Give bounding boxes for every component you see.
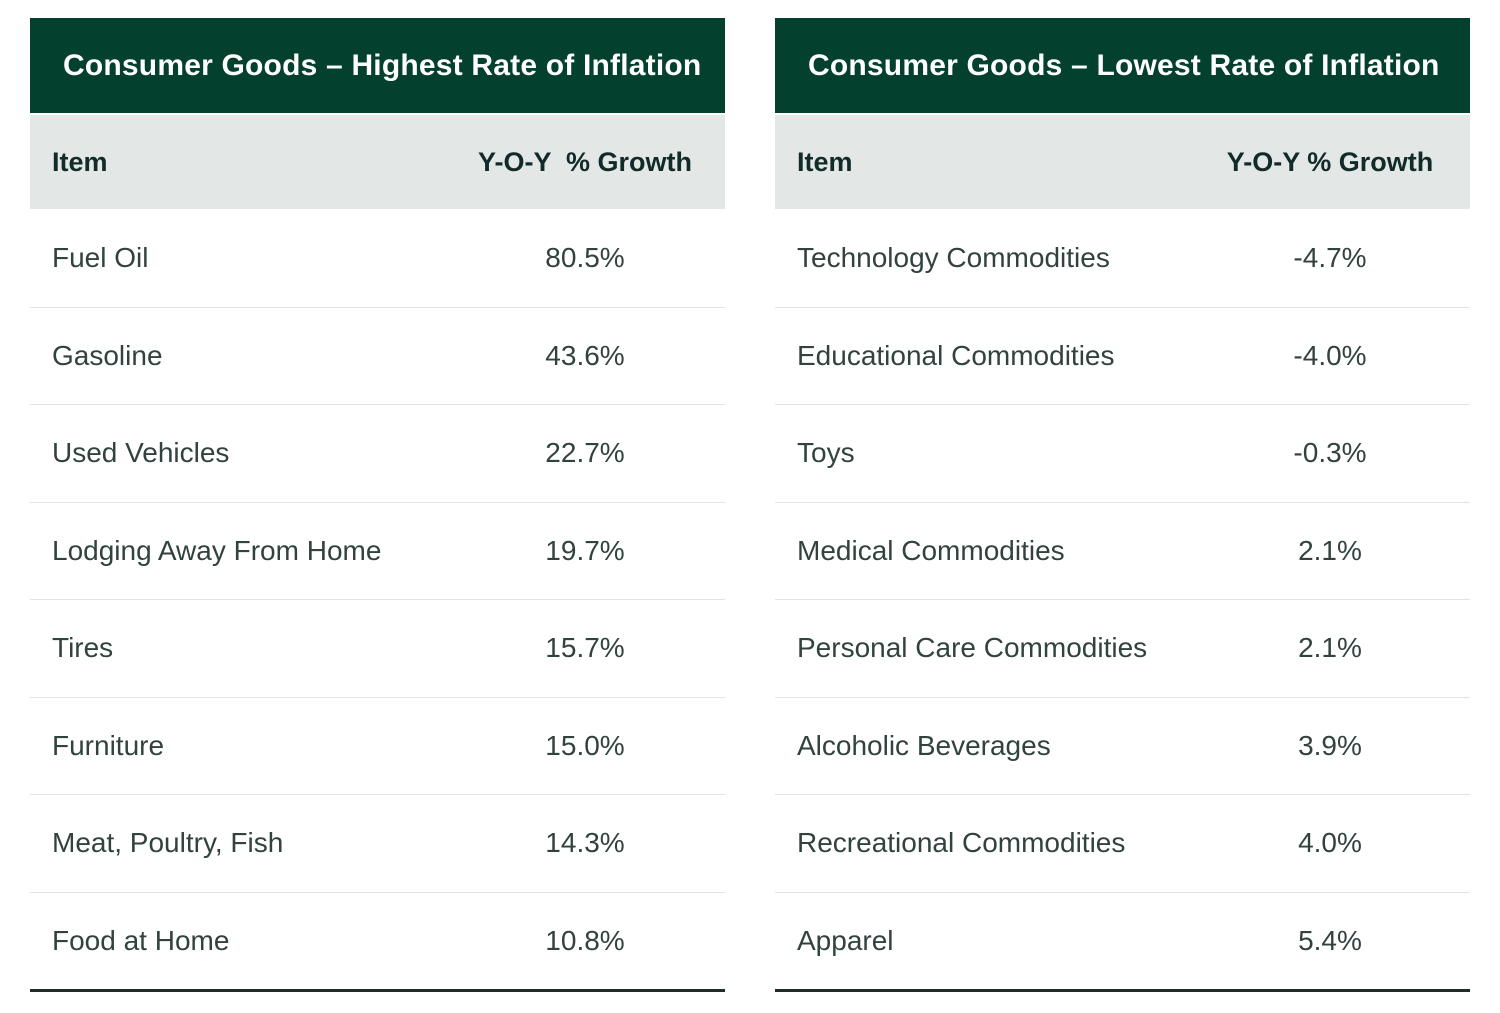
lowest-table-title: Consumer Goods – Lowest Rate of Inflatio… — [775, 18, 1470, 115]
table-row: Used Vehicles 22.7% — [30, 404, 725, 502]
growth-cell: 2.1% — [1298, 534, 1362, 566]
item-cell: Recreational Commodities — [797, 827, 1126, 859]
growth-cell: 5.4% — [1298, 924, 1362, 956]
item-cell: Meat, Poultry, Fish — [52, 827, 284, 859]
highest-table-title: Consumer Goods – Highest Rate of Inflati… — [30, 18, 725, 115]
growth-cell: 15.7% — [545, 632, 625, 664]
table-row: Tires 15.7% — [30, 599, 725, 697]
lowest-table-column-header: Item Y-O-Y % Growth — [775, 115, 1470, 209]
inflation-tables-page: Consumer Goods – Highest Rate of Inflati… — [30, 18, 1470, 992]
growth-cell: 2.1% — [1298, 632, 1362, 664]
item-cell: Technology Commodities — [797, 241, 1110, 273]
table-row: Gasoline 43.6% — [30, 306, 725, 405]
growth-cell: -4.7% — [1293, 241, 1367, 273]
table-row: Fuel Oil 80.5% — [30, 209, 725, 307]
table-row: Furniture 15.0% — [30, 696, 725, 795]
table-row: Recreational Commodities 4.0% — [775, 794, 1470, 892]
growth-column-header: Y-O-Y % Growth — [1226, 146, 1434, 177]
item-cell: Apparel — [797, 924, 894, 956]
item-cell: Personal Care Commodities — [797, 632, 1148, 664]
table-row: Educational Commodities -4.0% — [775, 306, 1470, 405]
item-cell: Gasoline — [52, 339, 163, 371]
lowest-inflation-table: Consumer Goods – Lowest Rate of Inflatio… — [775, 18, 1470, 992]
table-row: Technology Commodities -4.7% — [775, 209, 1470, 307]
growth-cell: 10.8% — [545, 924, 625, 956]
growth-cell: 43.6% — [545, 339, 625, 371]
item-cell: Tires — [52, 632, 114, 664]
item-cell: Medical Commodities — [797, 534, 1065, 566]
growth-cell: 19.7% — [545, 534, 625, 566]
growth-cell: 80.5% — [545, 241, 625, 273]
growth-cell: 4.0% — [1298, 827, 1362, 859]
item-cell: Alcoholic Beverages — [797, 729, 1051, 761]
highest-inflation-table: Consumer Goods – Highest Rate of Inflati… — [30, 18, 725, 992]
growth-cell: 3.9% — [1298, 729, 1362, 761]
item-cell: Fuel Oil — [52, 241, 149, 273]
growth-cell: -4.0% — [1293, 339, 1367, 371]
item-cell: Lodging Away From Home — [52, 534, 382, 566]
table-row: Alcoholic Beverages 3.9% — [775, 696, 1470, 795]
table-row: Lodging Away From Home 19.7% — [30, 501, 725, 600]
item-cell: Toys — [797, 437, 855, 469]
item-cell: Furniture — [52, 729, 165, 761]
item-column-header: Item — [797, 146, 853, 177]
growth-cell: -0.3% — [1293, 437, 1367, 469]
growth-column-header: Y-O-Y % Growth — [477, 146, 693, 177]
highest-table-column-header: Item Y-O-Y % Growth — [30, 115, 725, 209]
highest-table-rows: Fuel Oil 80.5% Gasoline 43.6% Used Vehic… — [30, 209, 725, 992]
growth-cell: 14.3% — [545, 827, 625, 859]
lowest-table-rows: Technology Commodities -4.7% Educational… — [775, 209, 1470, 992]
table-row: Medical Commodities 2.1% — [775, 501, 1470, 600]
growth-cell: 15.0% — [545, 729, 625, 761]
table-row: Meat, Poultry, Fish 14.3% — [30, 794, 725, 892]
table-row: Personal Care Commodities 2.1% — [775, 599, 1470, 697]
item-column-header: Item — [52, 146, 108, 177]
growth-cell: 22.7% — [545, 437, 625, 469]
table-row: Food at Home 10.8% — [30, 891, 725, 990]
table-row: Toys -0.3% — [775, 404, 1470, 502]
table-row: Apparel 5.4% — [775, 891, 1470, 990]
item-cell: Used Vehicles — [52, 437, 230, 469]
item-cell: Food at Home — [52, 924, 230, 956]
item-cell: Educational Commodities — [797, 339, 1115, 371]
